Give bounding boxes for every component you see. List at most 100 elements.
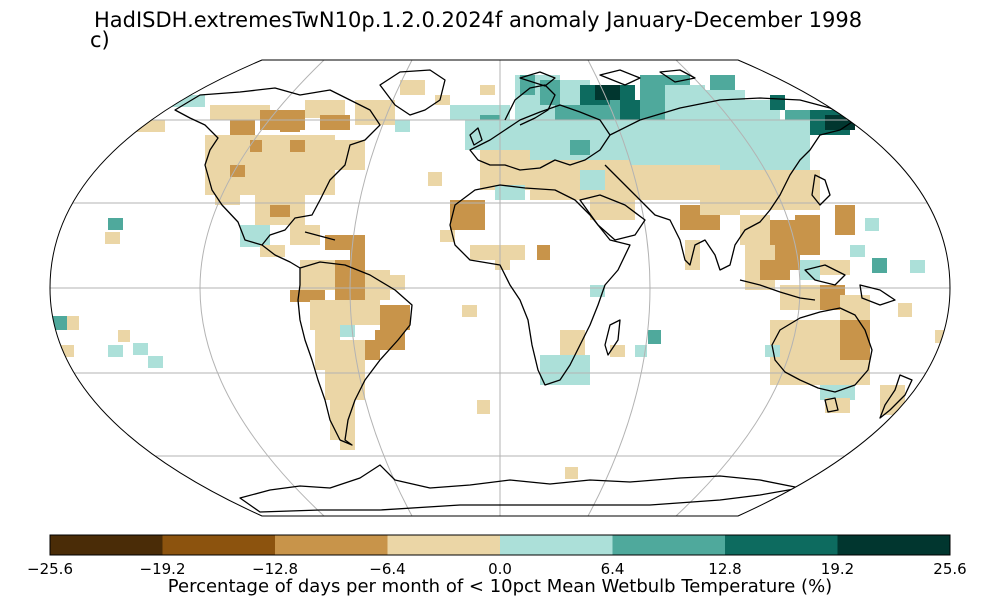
data-cell	[390, 275, 405, 290]
colorbar-tick-label: 25.6	[933, 560, 967, 578]
data-cell	[850, 245, 865, 257]
data-cell	[570, 140, 590, 155]
data-cell	[108, 218, 123, 230]
data-cell	[665, 85, 705, 120]
data-cell	[340, 325, 355, 337]
colorbar-segment	[50, 535, 163, 555]
data-cell	[462, 305, 477, 317]
data-cell	[520, 120, 700, 165]
data-cell	[355, 100, 395, 125]
colorbar-tick-label: 12.8	[708, 560, 742, 578]
colorbar-tick-label: −19.2	[139, 560, 186, 578]
data-cell	[290, 140, 305, 152]
data-cell	[620, 100, 640, 120]
data-cell	[795, 215, 820, 255]
data-cell	[580, 170, 605, 190]
data-cell	[700, 90, 745, 120]
data-cell	[133, 343, 148, 355]
data-cell	[537, 245, 550, 260]
data-cell	[118, 330, 130, 342]
data-cell	[305, 100, 345, 118]
data-cell	[540, 355, 590, 385]
data-cell	[865, 218, 879, 231]
data-cell	[215, 195, 240, 205]
data-cell	[108, 345, 123, 357]
data-cell	[760, 260, 790, 280]
data-cell	[595, 85, 620, 100]
data-cell	[710, 75, 735, 90]
data-cell	[320, 115, 350, 130]
graticule	[50, 60, 950, 516]
data-cell	[105, 232, 120, 244]
colorbar-segment	[725, 535, 838, 555]
colorbar-tick-label: 6.4	[600, 560, 625, 578]
data-cell	[465, 120, 520, 150]
data-cell	[375, 330, 405, 350]
data-cell	[270, 205, 290, 217]
data-cell	[340, 340, 365, 365]
data-cell	[135, 120, 165, 132]
colorbar-tick-label: −6.4	[369, 560, 406, 578]
data-cell	[765, 345, 780, 357]
data-cell	[365, 340, 380, 360]
data-cell	[350, 250, 365, 262]
data-cell	[835, 205, 855, 235]
data-cell	[565, 467, 578, 479]
data-cell	[610, 345, 625, 357]
data-cell	[230, 120, 255, 135]
data-cell	[840, 320, 870, 360]
data-cell	[380, 305, 410, 330]
map-title: HadISDH.extremesTwN10p.1.2.0.2024f anoma…	[94, 8, 863, 32]
anomaly-cells	[53, 75, 950, 479]
data-cell	[648, 330, 661, 344]
data-cell	[898, 303, 912, 317]
data-cell	[770, 95, 785, 110]
colorbar-tick-label: 0.0	[488, 560, 512, 578]
data-cell	[400, 80, 425, 95]
data-cell	[325, 365, 365, 400]
data-cell	[435, 95, 450, 105]
data-cell	[800, 260, 820, 280]
colorbar-segment	[275, 535, 388, 555]
globe-outline	[49, 59, 951, 517]
data-cell	[470, 245, 525, 260]
data-cell	[440, 230, 455, 242]
data-cell	[520, 75, 535, 95]
colorbar-tick-label: −25.6	[27, 560, 73, 578]
data-cell	[495, 255, 510, 270]
data-cell	[910, 260, 925, 273]
data-cell	[280, 120, 300, 132]
data-cell	[480, 85, 495, 95]
colorbar-segment	[500, 535, 613, 555]
data-cell	[880, 385, 905, 415]
data-cell	[230, 165, 245, 177]
data-cell	[300, 260, 340, 290]
data-cell	[290, 225, 320, 245]
data-cell	[635, 345, 647, 357]
data-cell	[495, 185, 525, 200]
coastlines	[174, 69, 913, 513]
data-cell	[700, 120, 810, 170]
colorbar-segment	[837, 535, 950, 555]
data-cell	[820, 260, 850, 275]
data-cell	[350, 300, 380, 325]
data-cell	[340, 440, 355, 450]
colorbar-segment	[387, 535, 500, 555]
colorbar-segment	[162, 535, 275, 555]
panel-label: c)	[90, 28, 110, 52]
data-cell	[477, 400, 490, 414]
data-cell	[53, 316, 67, 330]
data-cell	[250, 140, 262, 152]
data-cell	[210, 105, 270, 120]
colorbar-title: Percentage of days per month of < 10pct …	[167, 576, 833, 597]
colorbar-tick-label: 19.2	[820, 560, 855, 578]
colorbar-tick-label: −12.8	[252, 560, 298, 578]
data-cell	[395, 120, 410, 132]
data-cell	[872, 258, 887, 273]
colorbar-segment	[612, 535, 725, 555]
data-cell	[67, 316, 79, 330]
data-cell	[325, 235, 365, 250]
data-cell	[240, 225, 270, 247]
data-cell	[330, 400, 355, 440]
